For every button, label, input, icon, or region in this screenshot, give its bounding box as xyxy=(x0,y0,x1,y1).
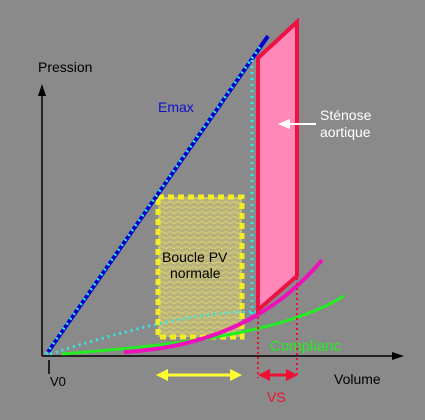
stenose-loop xyxy=(256,17,299,315)
x-axis-label: Volume xyxy=(334,371,381,387)
compliance-label: Complianc xyxy=(270,338,341,355)
origin-label: V0 xyxy=(50,374,66,389)
normal-pv-loop xyxy=(155,194,245,340)
stenose-label-line1: Sténose xyxy=(320,107,372,123)
stenose-pointer-arrow-icon xyxy=(278,119,290,129)
normal-volume-arrow-right-icon xyxy=(230,369,242,381)
stenose-label-line2: aortique xyxy=(320,124,371,140)
boucle-label-line1: Boucle PV xyxy=(162,249,228,265)
normal-volume-arrow-left-icon xyxy=(156,369,168,381)
x-axis-arrow-icon xyxy=(392,352,404,360)
magenta-curve xyxy=(123,258,324,354)
y-axis-label: Pression xyxy=(38,59,92,75)
compliance-curve xyxy=(61,294,345,356)
y-axis-arrow-icon xyxy=(38,84,46,96)
vs-arrow-right-icon xyxy=(286,369,298,381)
emax-label: Emax xyxy=(158,99,194,115)
vs-arrow-left-icon xyxy=(258,369,270,381)
boucle-label-line2: normale xyxy=(170,265,221,281)
vs-label: VS xyxy=(267,389,286,405)
